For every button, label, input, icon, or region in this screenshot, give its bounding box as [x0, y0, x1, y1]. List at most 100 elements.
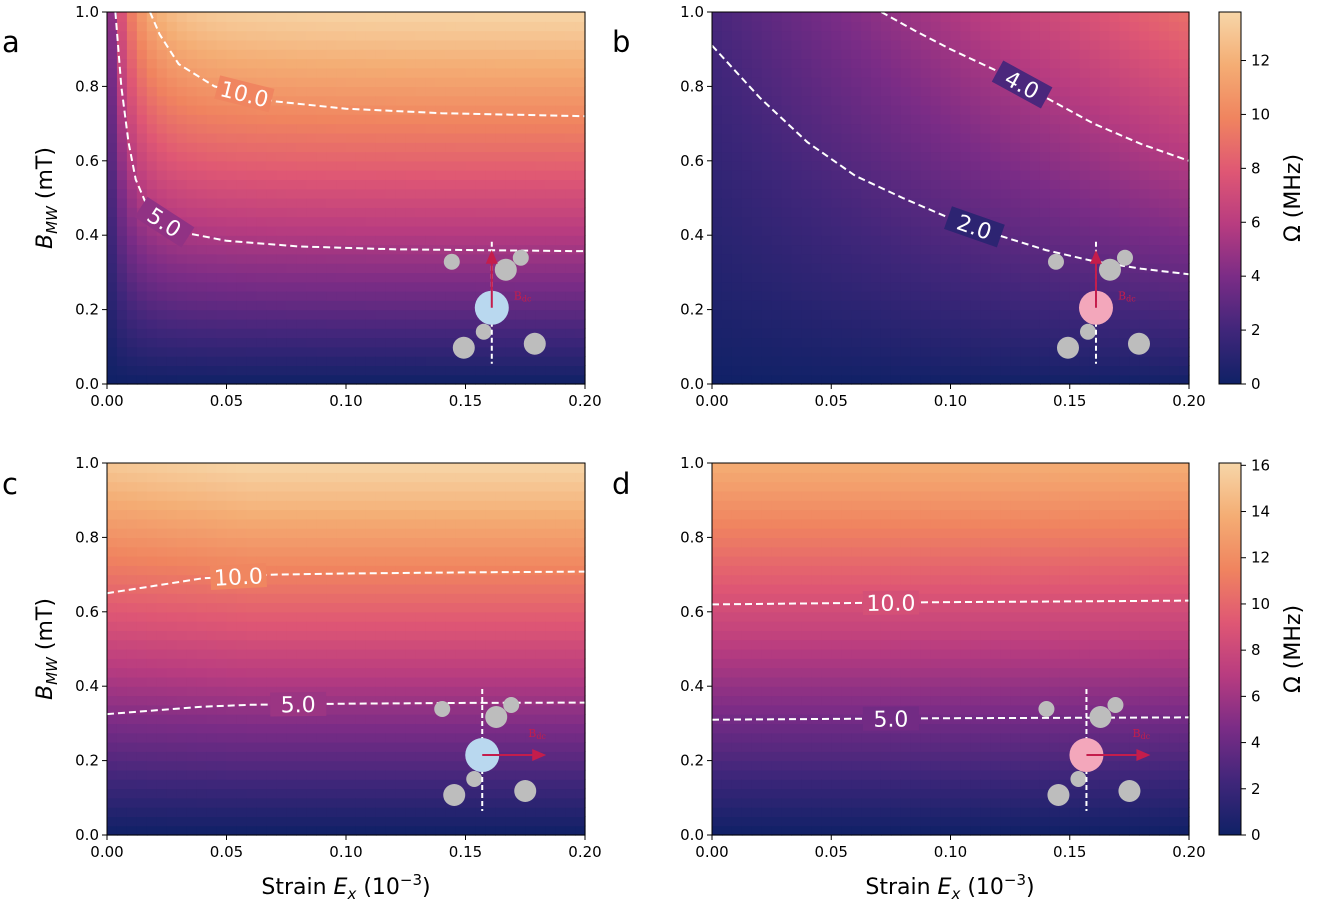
heatmap-cell: [216, 318, 228, 329]
heatmap-cell: [146, 658, 158, 669]
heatmap-cell: [405, 253, 417, 264]
heatmap-cell: [405, 291, 417, 301]
heatmap-cell: [565, 300, 576, 311]
heatmap-cell: [1030, 216, 1041, 227]
heatmap-cell: [256, 546, 267, 557]
heatmap-cell: [910, 151, 922, 162]
heatmap-cell: [781, 281, 793, 292]
heatmap-cell: [771, 263, 783, 273]
heatmap-cell: [146, 151, 158, 162]
heatmap-cell: [1159, 39, 1170, 50]
heatmap-cell: [166, 21, 178, 32]
heatmap-cell: [296, 12, 307, 22]
heatmap-cell: [545, 225, 556, 236]
heatmap-cell: [346, 365, 357, 376]
heatmap-cell: [107, 574, 118, 585]
heatmap-cell: [216, 807, 228, 817]
heatmap-cell: [1179, 142, 1190, 153]
heatmap-cell: [970, 114, 981, 125]
heatmap-cell: [296, 58, 307, 69]
heatmap-cell: [1119, 132, 1130, 143]
heatmap-cell: [336, 481, 347, 492]
heatmap-cell: [781, 374, 793, 385]
heatmap-cell: [146, 114, 158, 125]
heatmap-cell: [326, 630, 337, 641]
heatmap-cell: [196, 788, 208, 799]
heatmap-cell: [575, 58, 586, 69]
heatmap-cell: [246, 151, 257, 162]
heatmap-cell: [781, 207, 793, 218]
heatmap-cell: [920, 151, 932, 162]
heatmap-cell: [326, 198, 337, 208]
heatmap-cell: [712, 309, 723, 320]
heatmap-cell: [286, 151, 297, 162]
heatmap-cell: [485, 123, 496, 134]
heatmap-cell: [355, 528, 367, 538]
heatmap-cell: [316, 244, 327, 255]
heatmap-cell: [156, 816, 168, 827]
heatmap-cell: [712, 207, 723, 218]
heatmap-cell: [1079, 216, 1091, 227]
heatmap-cell: [1039, 77, 1051, 87]
heatmap-cell: [415, 253, 427, 264]
heatmap-cell: [831, 253, 842, 264]
heatmap-cell: [1149, 263, 1160, 273]
heatmap-cell: [1159, 300, 1170, 311]
heatmap-cell: [920, 235, 932, 246]
heatmap-cell: [286, 356, 297, 366]
heatmap-cell: [1119, 30, 1130, 41]
bdc-label: Bdc: [1118, 290, 1136, 304]
heatmap-cell: [107, 58, 118, 69]
heatmap-cell: [1020, 281, 1031, 292]
heatmap-cell: [1020, 21, 1031, 32]
heatmap-cell: [286, 49, 297, 60]
y-tick-label: 0.4: [75, 226, 99, 244]
heatmap-cell: [861, 95, 872, 106]
heatmap-cell: [365, 170, 377, 180]
heatmap-cell: [731, 356, 743, 366]
heatmap-cell: [811, 39, 822, 50]
heatmap-cell: [226, 658, 238, 669]
heatmap-cell: [196, 649, 208, 659]
heatmap-cell: [930, 132, 942, 143]
heatmap-cell: [505, 328, 516, 339]
heatmap-cell: [186, 30, 198, 41]
heatmap-cell: [226, 160, 238, 171]
heatmap-cell: [355, 695, 367, 706]
heatmap-cell: [861, 123, 872, 134]
heatmap-cell: [266, 114, 277, 125]
heatmap-cell: [475, 281, 487, 292]
heatmap-cell: [1020, 244, 1031, 255]
heatmap-cell: [276, 105, 287, 115]
heatmap-cell: [970, 30, 981, 41]
heatmap-cell: [535, 12, 546, 22]
heatmap-cell: [1030, 39, 1041, 50]
heatmap-cell: [216, 742, 228, 752]
heatmap-cell: [751, 346, 763, 357]
heatmap-cell: [930, 30, 942, 41]
heatmap-cell: [1000, 318, 1011, 329]
heatmap-cell: [1139, 300, 1150, 311]
heatmap-cell: [821, 170, 832, 180]
heatmap-cell: [950, 337, 962, 348]
heatmap-cell: [1030, 365, 1041, 376]
heatmap-cell: [186, 132, 198, 143]
heatmap-cell: [495, 281, 506, 292]
heatmap-cell: [316, 546, 327, 557]
heatmap-cell: [861, 207, 872, 218]
heatmap-cell: [505, 365, 516, 376]
heatmap-cell: [761, 123, 773, 134]
heatmap-cell: [405, 365, 417, 376]
heatmap-cell: [435, 272, 447, 283]
heatmap-cell: [196, 263, 208, 273]
heatmap-cell: [226, 463, 238, 473]
heatmap-cell: [761, 105, 773, 115]
heatmap-cell: [990, 356, 1001, 366]
heatmap-cell: [276, 509, 287, 520]
heatmap-cell: [236, 58, 248, 69]
heatmap-cell: [336, 667, 347, 678]
heatmap-cell: [316, 658, 327, 669]
heatmap-cell: [575, 21, 586, 32]
heatmap-cell: [355, 481, 367, 492]
heatmap-cell: [1109, 346, 1121, 357]
